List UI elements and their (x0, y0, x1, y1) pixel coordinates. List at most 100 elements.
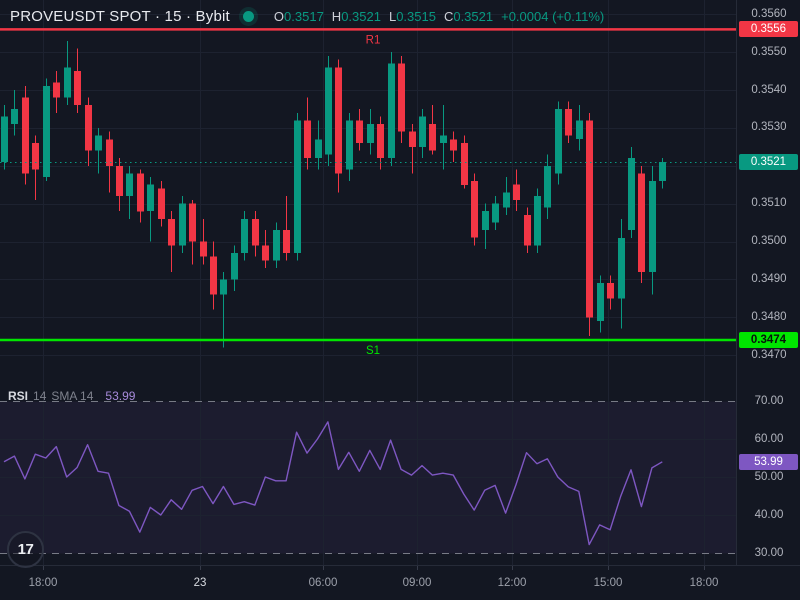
rsi-tick-label: 50.00 (754, 470, 784, 483)
candle-body (419, 116, 426, 147)
close-value: C0.3521 (443, 8, 494, 24)
candle-body (11, 109, 18, 125)
candle-body (649, 180, 656, 272)
candle-body (388, 63, 395, 159)
candle-body (126, 173, 133, 197)
price-pane-chart[interactable]: R1 S1 (0, 0, 736, 388)
candle-body (53, 82, 60, 98)
price-tick-label: 0.3530 (751, 121, 787, 134)
candle-body (168, 218, 175, 246)
candle-body (513, 184, 520, 200)
candle-body (315, 139, 322, 159)
tradingview-logo-glyph: 17 (17, 541, 34, 558)
ohlc-readout: O0.3517 H0.3521 L0.3515 C0.3521 +0.0004 … (274, 9, 604, 24)
candle-body (294, 120, 301, 253)
rsi-tick-label: 30.00 (754, 546, 784, 559)
s1-price-badge: 0.3474 (739, 332, 798, 348)
candle-body (273, 230, 280, 261)
candle-body (179, 203, 186, 246)
candle-body (158, 188, 165, 219)
time-tick-mark (417, 566, 418, 570)
candle-body (147, 184, 154, 212)
s1-label: S1 (366, 345, 380, 357)
time-tick-label: 15:00 (593, 577, 623, 589)
time-scale-axis[interactable]: 18:00 23 06:00 09:00 12:00 15:00 18:00 (0, 565, 800, 600)
candle-body (189, 203, 196, 242)
candle-body (262, 245, 269, 261)
candle-body (628, 158, 635, 231)
time-tick-mark (323, 566, 324, 570)
candle-body (231, 252, 238, 280)
price-tick-label: 0.3510 (751, 197, 787, 210)
time-tick-mark (43, 566, 44, 570)
low-value: L0.3515 (388, 8, 436, 24)
market-status-dot-icon (242, 10, 254, 22)
candle-body (450, 139, 457, 151)
rsi-indicator-legend[interactable]: RSI 14 SMA 14 53.99 (8, 389, 135, 403)
rsi-tick-label: 40.00 (754, 508, 784, 521)
candle-body (356, 120, 363, 143)
candle-body (524, 215, 531, 246)
candle-body (283, 230, 290, 253)
candle-body (482, 211, 489, 231)
candle-body (576, 120, 583, 140)
candle-body (367, 124, 374, 143)
candle-body (304, 120, 311, 159)
time-tick-label: 12:00 (497, 577, 527, 589)
candle-body (210, 256, 217, 295)
candle-body (429, 124, 436, 151)
candle-body (618, 237, 625, 299)
candle-body (241, 218, 248, 253)
tradingview-logo[interactable]: 17 (7, 531, 44, 568)
candle-body (200, 241, 207, 257)
candle-body (346, 120, 353, 170)
rsi-current-value: 53.99 (105, 389, 136, 403)
candle-body (43, 86, 50, 178)
candle-body (325, 67, 332, 155)
candle-body (586, 120, 593, 318)
candle-body (597, 283, 604, 322)
price-tick-label: 0.3560 (751, 7, 787, 20)
price-tick-label: 0.3490 (751, 272, 787, 285)
time-tick-label: 23 (193, 577, 207, 589)
price-tick-label: 0.3480 (751, 310, 787, 323)
candle-body (565, 109, 572, 136)
rsi-tick-label: 70.00 (754, 394, 784, 407)
chart-legend: PROVEUSDT SPOT · 15 · Bybit O0.3517 H0.3… (10, 6, 604, 26)
candle-body (252, 218, 259, 246)
candle-body (544, 165, 551, 208)
time-tick-mark (200, 566, 201, 570)
price-tick-label: 0.3540 (751, 83, 787, 96)
r1-price-badge: 0.3556 (739, 21, 798, 37)
candle-body (64, 67, 71, 98)
last-price-badge: 0.3521 (739, 154, 798, 170)
price-tick-label: 0.3500 (751, 235, 787, 247)
time-tick-mark (608, 566, 609, 570)
price-tick-label: 0.3550 (751, 45, 787, 58)
time-tick-label: 09:00 (402, 577, 432, 589)
candle-body (659, 162, 666, 181)
candle-body (22, 97, 29, 174)
price-tick-label: 0.3470 (751, 348, 787, 361)
high-value: H0.3521 (331, 8, 381, 24)
candle-body (74, 71, 81, 106)
candle-body (409, 131, 416, 147)
r1-label: R1 (366, 34, 381, 46)
open-value: O0.3517 (273, 8, 324, 24)
rsi-pane-chart[interactable] (0, 388, 736, 565)
candle-body (220, 279, 227, 295)
price-scale-axis[interactable]: 0.3556 0.3521 0.3474 53.99 0.3560 0.3550 0… (736, 0, 800, 565)
candle-body (95, 135, 102, 151)
candle-body (492, 203, 499, 223)
time-tick-mark (704, 566, 705, 570)
candle-body (1, 116, 8, 162)
symbol-title[interactable]: PROVEUSDT SPOT · 15 · Bybit (10, 7, 230, 25)
rsi-tick-label: 60.00 (754, 432, 784, 445)
candle-body (32, 143, 39, 170)
candle-body (335, 67, 342, 174)
candle-body (116, 165, 123, 197)
candle-body (85, 105, 92, 151)
candle-body (461, 143, 468, 185)
rsi-line (3, 421, 663, 546)
